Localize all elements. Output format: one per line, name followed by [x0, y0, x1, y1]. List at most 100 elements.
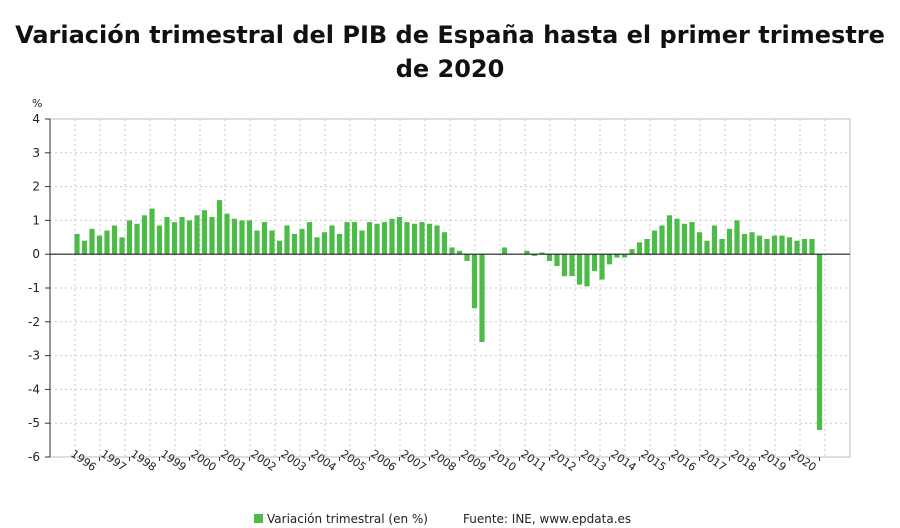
x-tick-label: 1999: [158, 447, 188, 474]
bar: [104, 230, 110, 255]
bar: [696, 232, 703, 255]
y-tick-label: 1: [32, 213, 40, 227]
bar: [674, 218, 680, 255]
bar: [321, 232, 328, 255]
bar: [89, 228, 95, 255]
bar: [779, 235, 785, 255]
bar: [156, 225, 163, 255]
bar: [186, 220, 193, 255]
bar: [711, 225, 718, 255]
x-tick-label: 2017: [698, 447, 728, 474]
legend: Variación trimestral (en %) Fuente: INE,…: [0, 512, 900, 528]
x-tick-label: 2008: [428, 447, 458, 474]
bar: [284, 225, 290, 255]
y-tick-label: -4: [28, 382, 40, 396]
bar: [546, 254, 553, 261]
x-tick-label: 2006: [368, 447, 398, 474]
bar: [726, 228, 733, 255]
x-tick-label: 2004: [308, 447, 338, 474]
bar: [666, 215, 673, 255]
bar: [644, 238, 650, 255]
bar: [209, 217, 215, 255]
bar: [171, 222, 178, 255]
bar: [539, 252, 545, 255]
bar: [471, 254, 478, 309]
x-tick-label: 2000: [188, 447, 218, 474]
bar: [599, 254, 605, 280]
bar: [794, 240, 800, 255]
x-tick-label: 2007: [398, 447, 428, 474]
y-axis-unit-label: %: [32, 97, 42, 110]
chart-title: Variación trimestral del PIB de España h…: [15, 21, 885, 83]
bar: [81, 240, 88, 255]
bar: [426, 223, 433, 255]
x-tick-label: 2005: [338, 447, 368, 474]
bar: [704, 240, 710, 255]
bar: [216, 200, 223, 255]
bar: [96, 235, 103, 255]
bar: [764, 238, 770, 255]
gridlines: [50, 118, 850, 458]
x-tick-label: 2012: [548, 447, 578, 474]
bar: [801, 238, 808, 255]
x-tick-label: 2010: [488, 447, 518, 474]
bar: [119, 237, 125, 255]
x-tick-label: 2020: [788, 447, 818, 474]
bar: [464, 254, 470, 261]
bar: [554, 254, 560, 267]
bar-series: [74, 200, 823, 430]
y-tick-label: 4: [32, 112, 40, 126]
bar: [734, 220, 740, 255]
bar: [629, 249, 635, 255]
bar: [261, 222, 268, 255]
bar: [689, 222, 695, 255]
bar: [201, 210, 208, 255]
bar: [659, 225, 665, 255]
bar: [404, 222, 410, 255]
bar: [389, 218, 395, 255]
bar: [749, 232, 755, 255]
bar: [179, 217, 185, 255]
bar: [786, 237, 793, 255]
bar: [809, 238, 815, 255]
bar: [306, 222, 313, 255]
bar: [254, 230, 260, 255]
bar: [816, 254, 823, 430]
bar: [164, 217, 170, 255]
bar: [479, 254, 485, 343]
bar: [344, 222, 350, 255]
bar: [366, 222, 373, 255]
legend-series-label: Variación trimestral (en %): [267, 512, 428, 526]
bar: [411, 223, 418, 255]
bar: [381, 222, 388, 255]
y-tick-label: -2: [28, 315, 40, 329]
bar: [351, 222, 358, 255]
bar: [651, 230, 658, 255]
x-tick-label: 2013: [578, 447, 608, 474]
bar: [756, 235, 763, 255]
bar: [569, 254, 575, 277]
x-tick-label: 2015: [638, 447, 668, 474]
x-tick-label: 2003: [278, 447, 308, 474]
bar: [449, 247, 455, 255]
bar: [636, 242, 643, 255]
bar: [606, 254, 613, 265]
x-tick-label: 2019: [758, 447, 788, 474]
bar: [246, 220, 253, 255]
bar: [591, 254, 598, 272]
bar: [524, 250, 530, 255]
bar: [681, 223, 688, 255]
bar: [149, 208, 155, 255]
bar: [126, 220, 133, 255]
bar: [614, 254, 620, 258]
bar: [239, 220, 245, 255]
x-tick-label: 2011: [518, 447, 548, 474]
bar: [419, 222, 425, 255]
bar: [359, 230, 365, 255]
bar: [269, 230, 275, 255]
bar: [584, 254, 590, 287]
bar: [329, 225, 335, 255]
bar: [441, 232, 448, 255]
x-tick-label: 1996: [68, 447, 98, 474]
